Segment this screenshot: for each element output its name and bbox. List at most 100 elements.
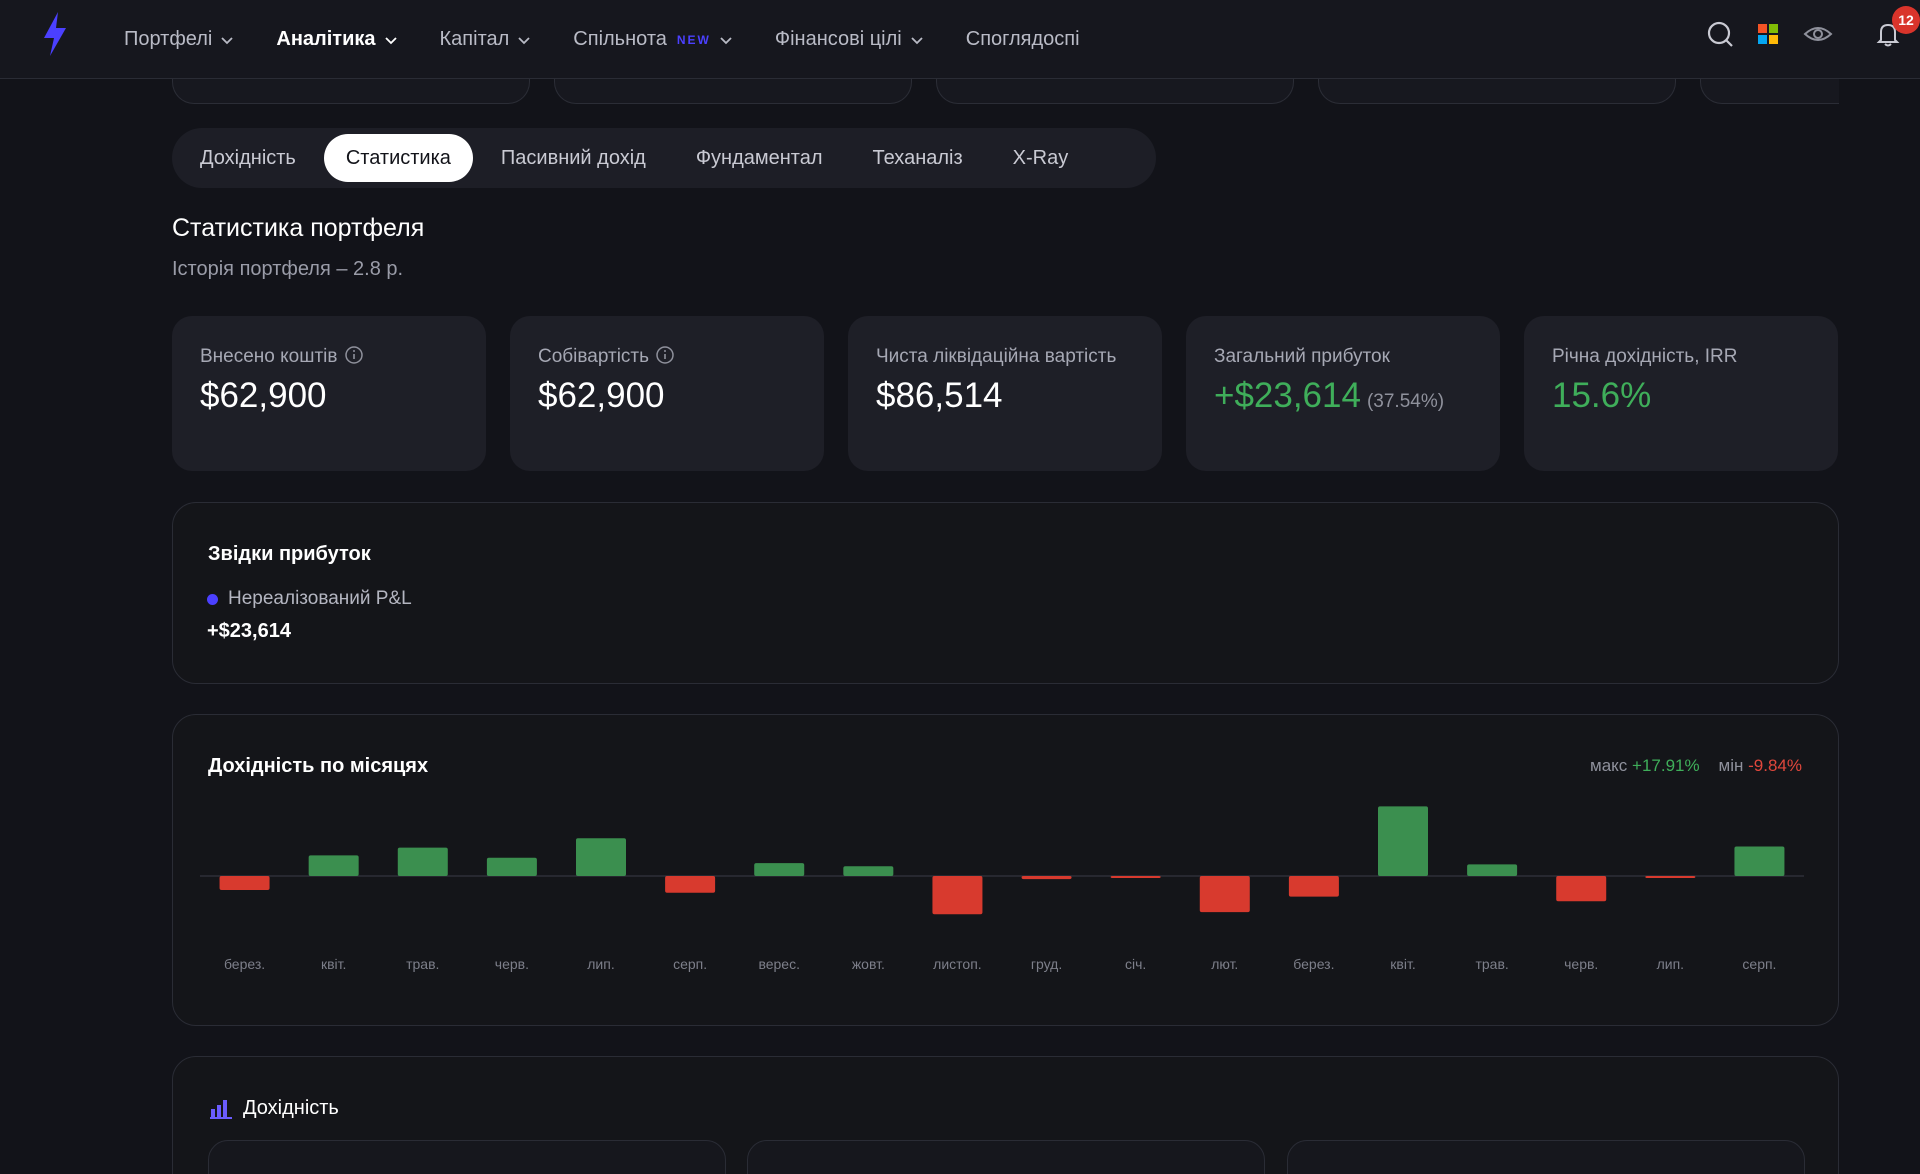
chart-bar[interactable] [1645,876,1696,878]
x-tick-label: берез. [224,956,265,972]
stat-label: Річна дохідність, IRR [1552,344,1810,370]
stat-card: Собівартість $62,900 [510,316,824,471]
stat-value: $62,900 [200,376,458,416]
chart-bar[interactable] [1467,864,1518,876]
chart-bar[interactable] [1021,876,1072,880]
nav-right: 12 [1660,0,1920,79]
chart-bar[interactable] [1378,806,1428,876]
x-tick-label: лип. [587,956,614,972]
max-value: +17.91% [1632,756,1700,775]
stat-value: $62,900 [538,376,796,416]
tab[interactable]: Статистика [323,134,473,182]
profit-source-title: Звідки прибуток [208,543,371,565]
stat-card: Загальний прибуток +$23,614 (37.54%) [1186,316,1500,471]
chevron-down-icon [518,36,530,44]
chart-bar[interactable] [1110,876,1161,878]
stat-value-text: 15.6% [1552,376,1652,415]
apps-grid-icon[interactable] [1752,18,1784,50]
info-icon[interactable] [344,345,364,365]
bell-icon[interactable] [1872,18,1904,50]
eye-icon[interactable] [1802,18,1834,50]
min-label: мін [1718,756,1744,775]
chart-bar[interactable] [1556,876,1607,902]
nav-item-label: Споглядоспі [965,28,1080,50]
portfolio-history: Історія портфеля – 2.8 р. [172,258,404,280]
top-nav: Портфелі Аналітика Капітал Спільнота NEW Фіна… [0,0,1920,79]
nav-item[interactable]: Портфелі [124,28,234,51]
tab[interactable]: Пасивний дохід [500,146,646,169]
chart-bar[interactable] [665,876,716,893]
info-icon[interactable] [655,345,675,365]
legend-label: Нереалізований P&L [228,588,412,609]
x-tick-label: трав. [1475,956,1508,972]
chevron-down-icon [911,36,923,44]
nav-item[interactable]: Капітал [440,28,532,51]
stat-label: Чиста ліквідаційна вартість [876,344,1134,370]
chart-bar[interactable] [397,847,448,876]
returns-metric-box[interactable] [208,1140,726,1174]
stat-value: +$23,614 (37.54%) [1214,376,1472,416]
x-tick-label: берез. [1293,956,1334,972]
stat-value-text: $62,900 [200,376,327,415]
legend-item: Нереалізований P&L [207,588,412,610]
chevron-down-icon [720,36,732,44]
stat-label: Собівартість [538,344,796,370]
unrealized-pnl-value: +$23,614 [207,620,291,642]
x-tick-label: серп. [1742,956,1776,972]
profit-source-panel: Звідки прибуток [172,502,1839,684]
stat-label-text: Загальний прибуток [1214,346,1390,367]
notification-count-badge: 12 [1892,6,1920,34]
nav-item[interactable]: Аналітика [276,28,397,51]
min-max-summary: макс +17.91% мін -9.84% [1590,756,1802,776]
x-tick-label: квіт. [321,956,346,972]
tab[interactable]: Фундаментал [695,146,823,169]
monthly-returns-title: Дохідність по місяцях [208,755,429,777]
x-tick-label: квіт. [1390,956,1415,972]
chart-bar[interactable] [576,838,626,876]
chart-bar[interactable] [843,866,894,876]
stat-label-text: Внесено коштів [200,346,338,367]
chart-bar[interactable] [1734,846,1785,876]
stat-label: Загальний прибуток [1214,344,1472,370]
tab[interactable]: X-Ray [1012,146,1069,169]
stat-value: 15.6% [1552,376,1810,416]
x-tick-label: груд. [1031,956,1062,972]
search-icon[interactable] [1704,18,1736,50]
nav-item-label: Портфелі [124,28,213,50]
chart-bar[interactable] [754,863,805,876]
x-tick-label: лют. [1211,956,1238,972]
stat-card: Чиста ліквідаційна вартість $86,514 [848,316,1162,471]
max-label: макс [1590,756,1628,775]
stat-card: Річна дохідність, IRR 15.6% [1524,316,1838,471]
stat-label-text: Чиста ліквідаційна вартість [876,346,1117,367]
stat-label-text: Річна дохідність, IRR [1552,346,1738,367]
chart-bar[interactable] [219,876,270,890]
nav-item[interactable]: Споглядоспі [966,28,1080,51]
chevron-down-icon [221,36,234,44]
chart-bar[interactable] [932,876,983,915]
nav-item[interactable]: Фінансові цілі [775,28,924,51]
page-title: Статистика портфеля [172,214,425,242]
x-tick-label: листоп. [933,956,982,972]
analytics-tabs: Дохідність Статистика Пасивний дохід Фундам… [172,128,1156,188]
x-tick-label: лип. [1657,956,1684,972]
x-tick-label: січ. [1125,956,1146,972]
tab[interactable]: Дохідність [200,146,296,169]
chart-bar[interactable] [1199,876,1250,913]
chevron-down-icon [384,36,397,44]
stat-card: Внесено коштів $62,900 [172,316,486,471]
chart-bar[interactable] [486,857,537,876]
nav-item[interactable]: Спільнота NEW [573,28,733,51]
tab[interactable]: Теханаліз [872,146,963,169]
lightning-icon[interactable] [40,12,70,56]
nav-item-label: Спільнота [573,28,667,50]
legend-dot [207,593,218,605]
stat-value-text: $86,514 [876,376,1003,415]
returns-title: Дохідність [243,1097,339,1119]
chart-bar[interactable] [308,855,359,876]
chart-bar[interactable] [1288,876,1339,897]
returns-metric-box[interactable] [1287,1140,1805,1174]
nav-item-label: Аналітика [276,28,376,50]
x-tick-label: черв. [1564,956,1598,972]
returns-metric-box[interactable] [747,1140,1265,1174]
